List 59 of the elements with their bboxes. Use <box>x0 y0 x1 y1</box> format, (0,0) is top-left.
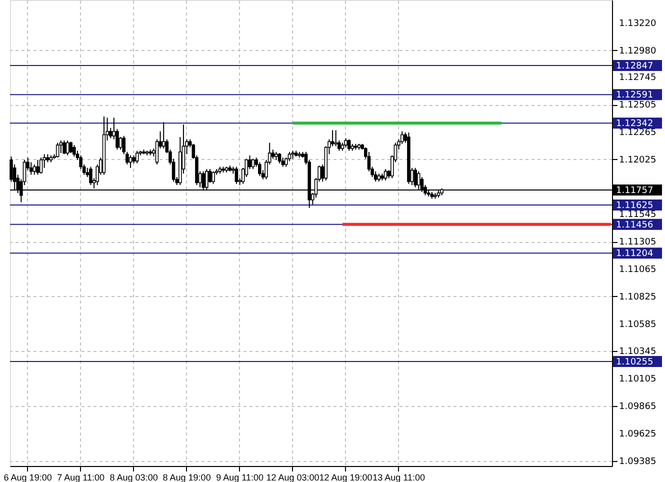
y-tick-label: 1.12505 <box>619 100 656 111</box>
candlestick <box>251 158 255 170</box>
candlestick <box>334 130 338 147</box>
y-tick-label: 1.10585 <box>619 320 656 330</box>
x-tick-label: 12 Aug 19:00 <box>319 472 372 482</box>
x-tick-label: 6 Aug 19:00 <box>4 472 52 482</box>
candlestick <box>414 167 417 188</box>
candlestick <box>162 122 166 149</box>
candlestick <box>281 157 284 168</box>
candlestick <box>72 144 76 157</box>
candlestick <box>29 162 33 176</box>
candlestick <box>271 149 275 160</box>
candlestick <box>344 138 348 148</box>
ref-line-label: 1.11204 <box>616 249 654 260</box>
x-tick-label: 7 Aug 11:00 <box>57 472 104 482</box>
candlestick <box>135 150 139 164</box>
y-tick-label: 1.10825 <box>619 292 656 302</box>
candlestick <box>36 159 40 176</box>
candlestick <box>212 170 215 184</box>
x-tick-label: 8 Aug 03:00 <box>110 472 158 482</box>
x-tick-label: 13 Aug 11:00 <box>372 472 425 482</box>
ref-line-label: 1.12591 <box>616 90 654 101</box>
ref-line-label: 1.11757 <box>616 186 654 196</box>
y-tick-label: 1.12745 <box>619 73 656 84</box>
candlestick <box>59 140 63 154</box>
candlestick <box>128 154 132 168</box>
y-tick-label: 1.13220 <box>619 18 656 29</box>
y-tick-label: 1.12980 <box>619 46 656 56</box>
y-tick-label: 1.11545 <box>619 210 656 220</box>
candlestick <box>208 168 212 184</box>
candlestick <box>384 168 388 181</box>
candlestick <box>278 152 282 164</box>
candlestick <box>89 166 92 186</box>
candlestick <box>69 141 73 154</box>
x-tick-label: 9 Aug 11:00 <box>216 472 264 482</box>
y-tick-label: 1.11305 <box>619 238 656 248</box>
y-tick-label: 1.09865 <box>619 402 656 412</box>
candlestick <box>56 142 60 158</box>
x-tick-label: 12 Aug 03:00 <box>266 472 320 482</box>
ref-line-label: 1.11456 <box>616 220 654 230</box>
y-tick-label: 1.10105 <box>619 374 656 385</box>
ref-line-label: 1.10255 <box>616 357 654 368</box>
y-tick-label: 1.09385 <box>619 456 656 467</box>
y-tick-label: 1.11065 <box>619 264 656 275</box>
ref-line-label: 1.12847 <box>616 61 654 72</box>
candlestick <box>39 157 43 174</box>
y-tick-label: 1.10345 <box>619 347 656 358</box>
candlestick <box>62 140 66 155</box>
candlestick <box>234 166 238 184</box>
ref-line-label: 1.12342 <box>616 119 654 130</box>
ref-line-label: 1.11625 <box>616 201 654 212</box>
y-tick-label: 1.12265 <box>619 128 656 138</box>
candlestick <box>347 138 351 152</box>
x-tick-label: 8 Aug 19:00 <box>162 472 211 482</box>
y-tick-label: 1.09625 <box>619 429 656 440</box>
candlestick <box>330 130 334 147</box>
y-tick-label: 1.12025 <box>619 155 656 166</box>
candlestick <box>66 140 70 156</box>
candlestick <box>258 162 262 176</box>
